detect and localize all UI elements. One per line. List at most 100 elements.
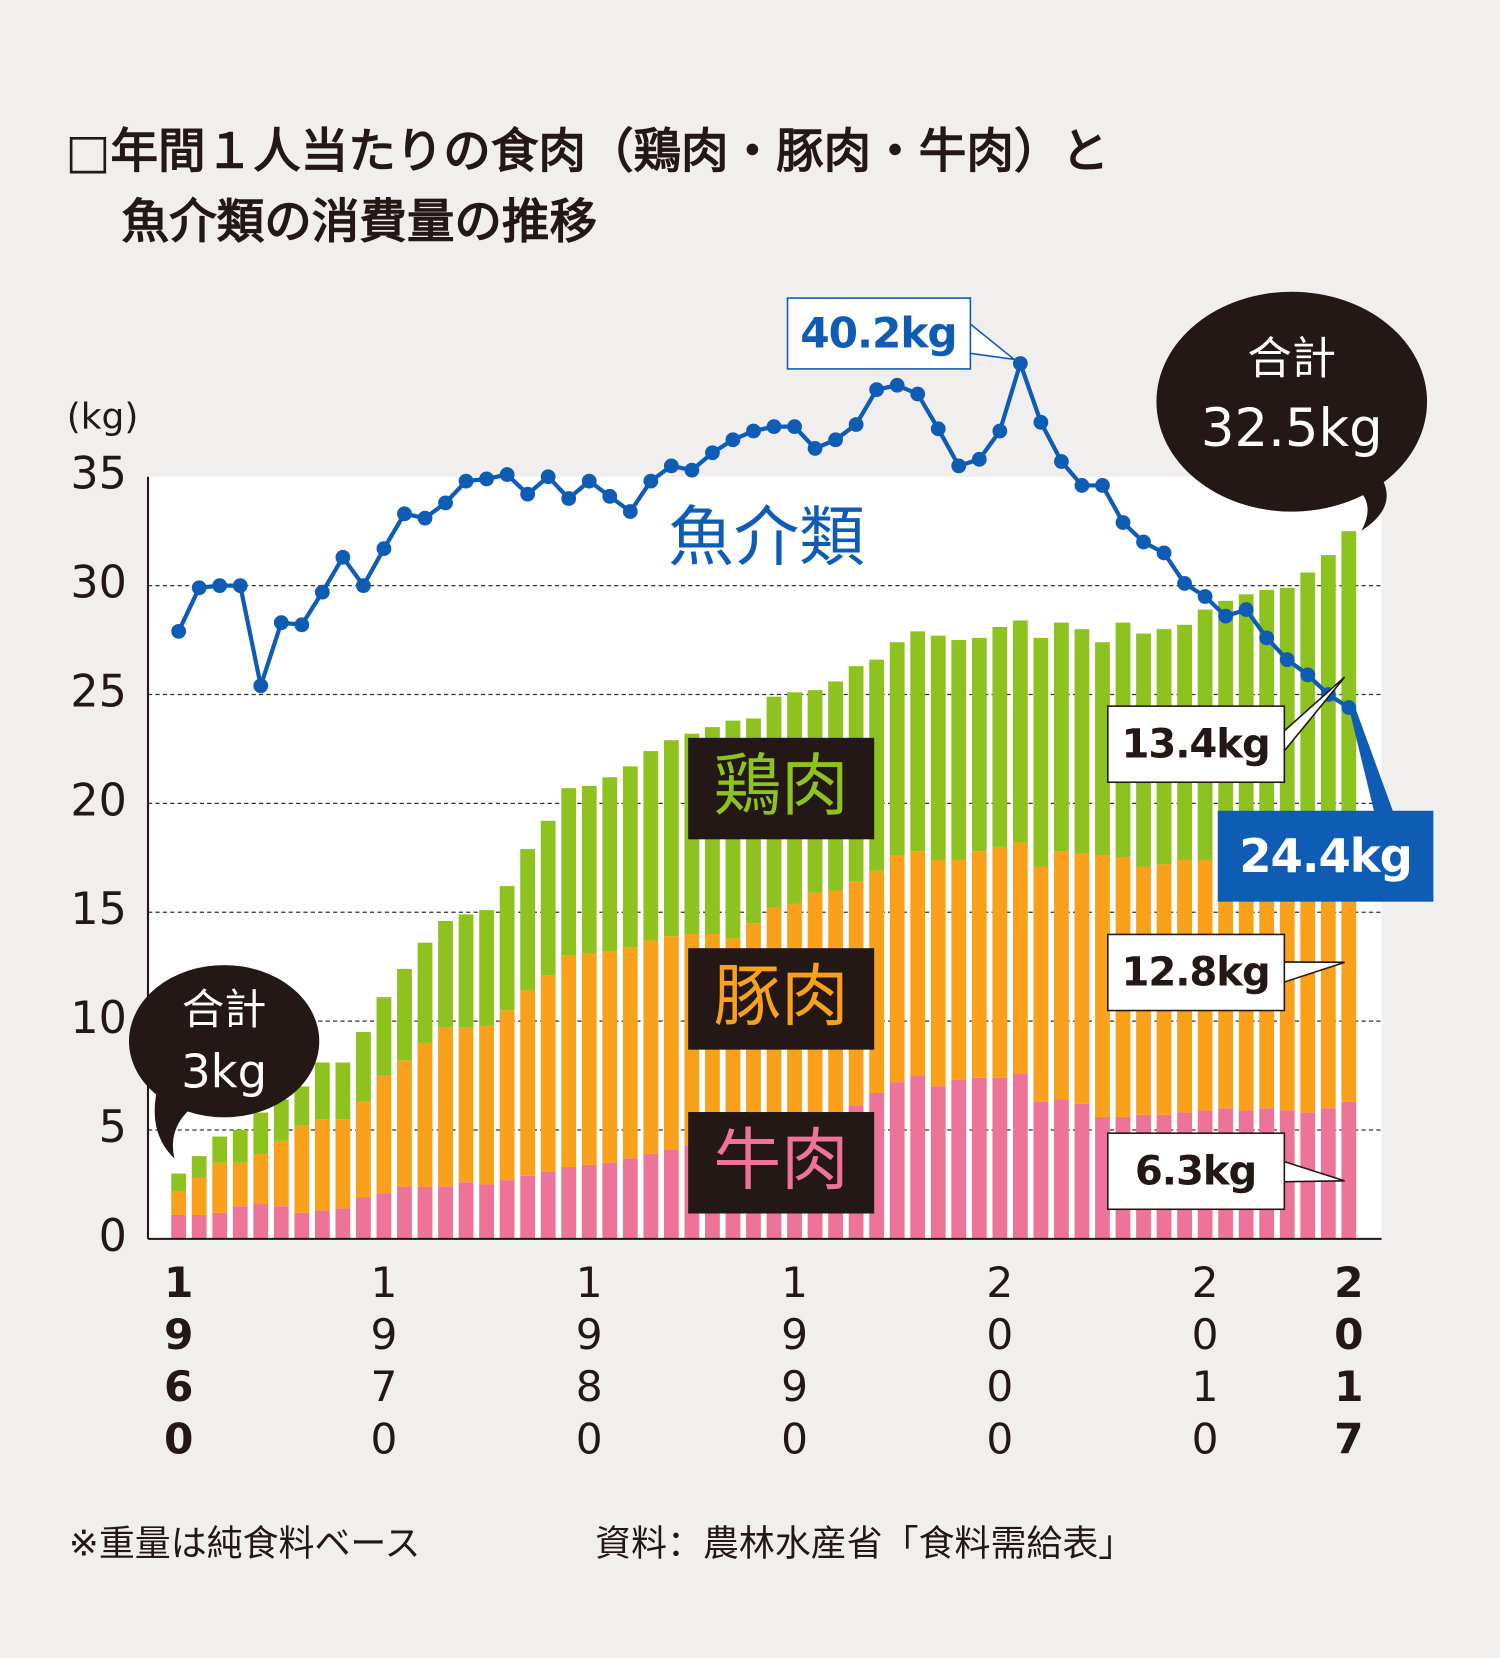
bar bbox=[1054, 1099, 1069, 1239]
bar bbox=[191, 1177, 207, 1215]
y-tick-label: 0 bbox=[99, 1211, 127, 1262]
series-label: 牛肉 bbox=[714, 1120, 849, 1199]
x-tick-label: 1960 bbox=[154, 1258, 203, 1467]
line-marker bbox=[520, 486, 536, 502]
bar bbox=[1074, 629, 1090, 854]
bar bbox=[643, 1153, 659, 1239]
bar bbox=[1320, 1108, 1336, 1239]
line-marker bbox=[1197, 589, 1213, 604]
bar bbox=[458, 1182, 474, 1239]
line-marker bbox=[171, 623, 187, 639]
bar bbox=[540, 1171, 556, 1239]
bar bbox=[417, 942, 433, 1043]
x-tick-label: 1970 bbox=[359, 1258, 408, 1467]
bar bbox=[479, 910, 494, 1026]
line-marker bbox=[212, 578, 228, 594]
line-marker bbox=[663, 458, 679, 474]
line-marker bbox=[787, 419, 802, 435]
line-marker bbox=[705, 445, 720, 461]
line-marker bbox=[1074, 478, 1090, 493]
bar bbox=[232, 1162, 248, 1207]
y-tick-label: 15 bbox=[70, 884, 126, 935]
line-marker bbox=[1115, 515, 1131, 530]
bar bbox=[1095, 1116, 1110, 1239]
bar bbox=[273, 1099, 289, 1141]
bar bbox=[212, 1162, 228, 1213]
bar bbox=[191, 1156, 207, 1178]
line-marker bbox=[1136, 534, 1151, 550]
bar bbox=[910, 1075, 926, 1239]
callout-box bbox=[786, 297, 972, 370]
bar bbox=[602, 777, 618, 952]
bar bbox=[438, 1186, 453, 1239]
line-marker bbox=[951, 458, 967, 474]
line-marker bbox=[1054, 454, 1069, 469]
bar bbox=[930, 859, 946, 1087]
bar bbox=[294, 1212, 310, 1239]
bar bbox=[356, 1101, 371, 1198]
bar bbox=[643, 940, 659, 1154]
line-marker bbox=[1279, 652, 1295, 668]
bar bbox=[910, 851, 926, 1076]
line-marker bbox=[479, 471, 494, 487]
line-marker bbox=[910, 386, 926, 402]
x-tick-label: 2000 bbox=[975, 1258, 1024, 1467]
bar bbox=[930, 635, 946, 860]
bar bbox=[520, 990, 536, 1176]
bar bbox=[335, 1119, 351, 1209]
line-marker bbox=[869, 382, 885, 398]
bar bbox=[356, 1197, 371, 1239]
bar bbox=[356, 1032, 371, 1102]
bar bbox=[499, 1180, 515, 1239]
total-bubble bbox=[1156, 291, 1428, 512]
line-marker bbox=[458, 473, 474, 489]
line-marker bbox=[828, 432, 843, 448]
line-marker bbox=[499, 467, 515, 482]
bar bbox=[253, 1204, 269, 1239]
bar bbox=[1033, 637, 1049, 867]
line-marker bbox=[622, 504, 638, 519]
bar bbox=[314, 1062, 330, 1120]
line-marker bbox=[766, 419, 782, 435]
bar bbox=[232, 1206, 248, 1239]
line-marker bbox=[581, 473, 597, 489]
line-marker bbox=[356, 578, 371, 594]
bar bbox=[1341, 1101, 1357, 1239]
line-marker bbox=[1033, 414, 1049, 430]
callout-box bbox=[1107, 933, 1286, 1012]
x-tick-label: 2017 bbox=[1324, 1258, 1373, 1467]
bar bbox=[663, 936, 679, 1150]
bar bbox=[253, 1153, 269, 1205]
bar bbox=[622, 766, 638, 948]
bar bbox=[479, 1184, 494, 1239]
x-tick-label: 2010 bbox=[1181, 1258, 1230, 1467]
line-marker bbox=[889, 377, 905, 393]
series-label: 魚介類 bbox=[668, 499, 865, 575]
bar bbox=[397, 1186, 412, 1239]
bar bbox=[663, 1149, 679, 1239]
line-marker bbox=[684, 462, 700, 478]
line-marker bbox=[1238, 602, 1254, 617]
data-label: 24.4kg bbox=[1239, 829, 1412, 883]
line-marker bbox=[746, 423, 761, 439]
line-marker bbox=[191, 580, 207, 596]
bar bbox=[438, 1027, 453, 1187]
bar bbox=[992, 626, 1008, 847]
line-marker bbox=[930, 421, 946, 437]
bar bbox=[520, 849, 536, 991]
line-marker bbox=[335, 549, 351, 565]
line-marker bbox=[1259, 630, 1275, 646]
bar bbox=[951, 859, 967, 1080]
source: 資料：農林水産省「食料需給表」 bbox=[595, 1523, 1134, 1564]
bar bbox=[663, 740, 679, 937]
bar bbox=[294, 1125, 310, 1213]
bar bbox=[561, 1167, 577, 1239]
bar bbox=[417, 1186, 433, 1239]
line-marker bbox=[1156, 545, 1172, 561]
data-label: 6.3kg bbox=[1135, 1148, 1256, 1194]
bar bbox=[889, 642, 905, 856]
bar bbox=[499, 1010, 515, 1181]
y-tick-label: 10 bbox=[70, 993, 126, 1044]
line-marker bbox=[848, 417, 864, 432]
